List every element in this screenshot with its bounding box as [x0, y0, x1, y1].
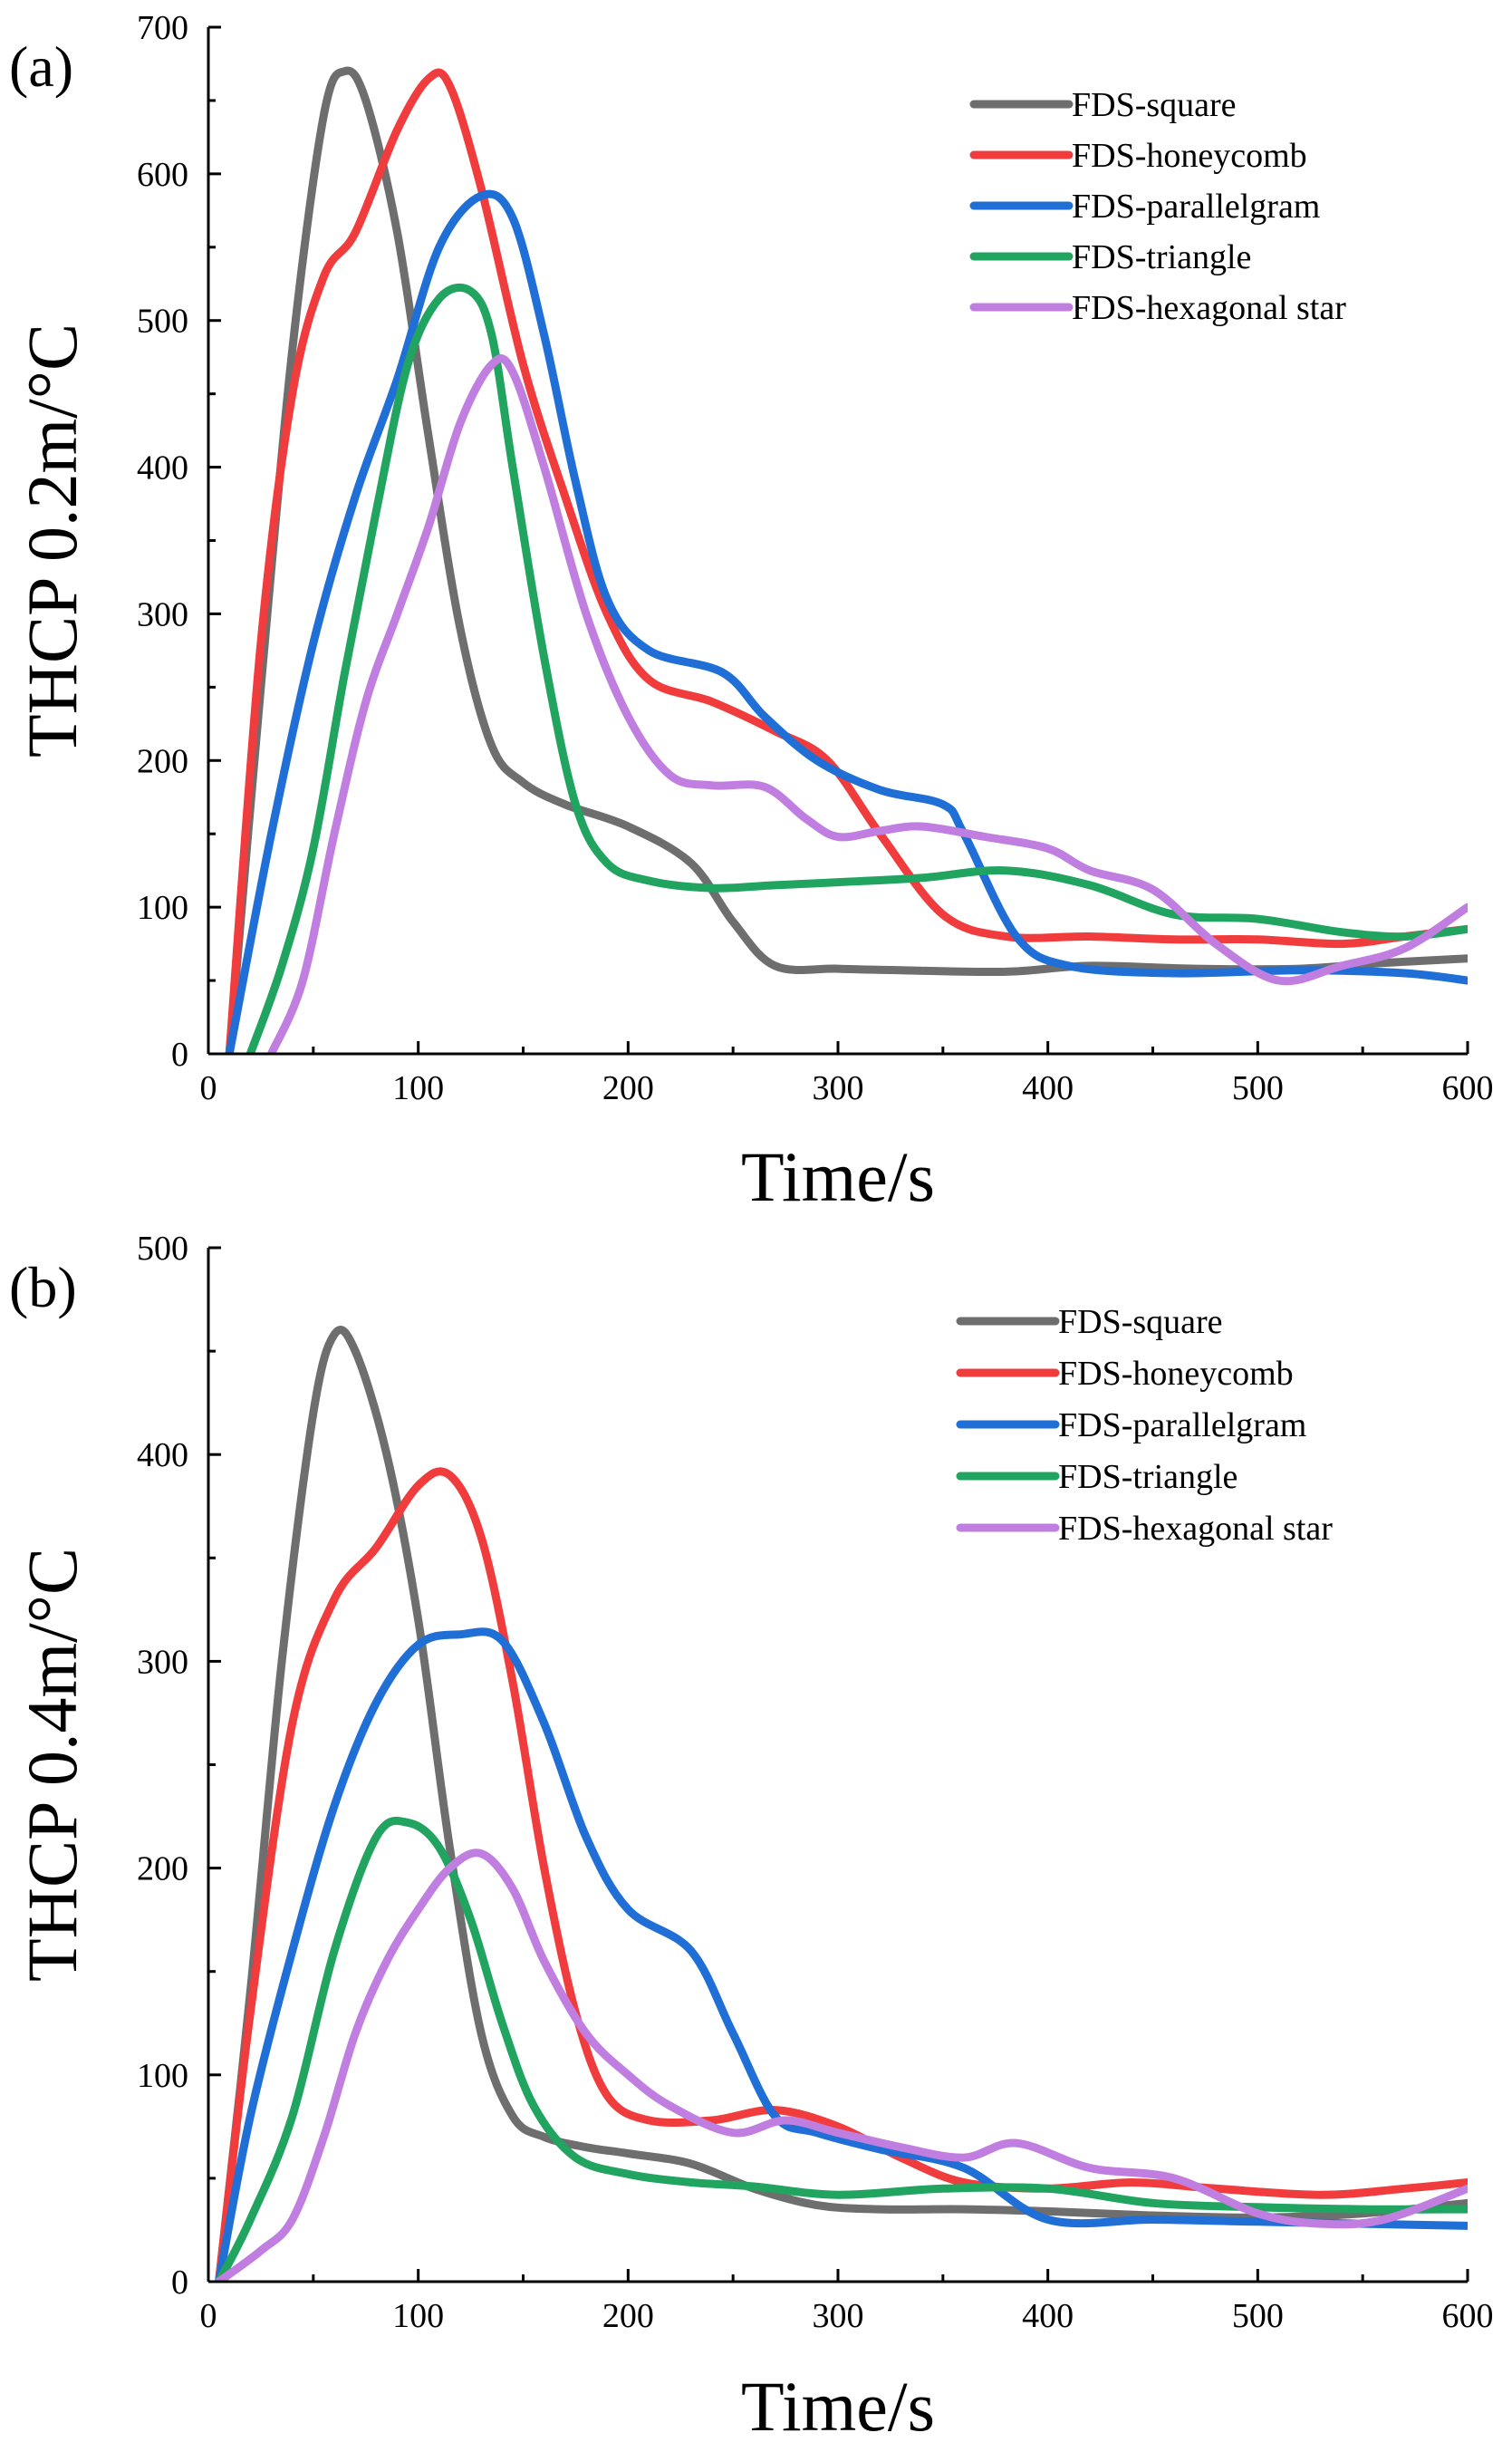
y-tick-label: 400	[137, 449, 188, 488]
y-tick-label: 300	[137, 1643, 188, 1681]
series-line-fds-triangle	[215, 1816, 1468, 2282]
y-tick-label: 100	[137, 889, 188, 927]
x-tick-label: 100	[392, 2297, 444, 2335]
y-tick-label: 500	[137, 1230, 188, 1268]
series-group	[225, 66, 1468, 1054]
series-line-fds-hexagonal-star	[215, 1849, 1468, 2282]
legend-label: FDS-square	[1072, 86, 1237, 124]
legend-label: FDS-parallelgram	[1072, 188, 1320, 226]
chart-panel-1: (b) 0 100 200 300 400 500 600 0 100 200 300 400 500 Ti…	[9, 1230, 1494, 2446]
y-tick-label: 100	[137, 2057, 188, 2095]
x-tick-label: 300	[813, 2297, 864, 2335]
x-axis-title: Time/s	[741, 1137, 935, 1216]
series-line-fds-honeycomb	[215, 1467, 1468, 2282]
series-line-fds-hexagonal-star	[267, 354, 1468, 1054]
y-tick-label: 400	[137, 1436, 188, 1474]
legend-label: FDS-triangle	[1058, 1458, 1238, 1496]
x-tick-label: 500	[1232, 2297, 1284, 2335]
chart-panel-0: (a) 0 100 200 300 400 500 600 0 100 200 300 400 500 60…	[9, 9, 1494, 1216]
x-tick-label: 300	[813, 1069, 864, 1107]
x-tick-label: 400	[1022, 1069, 1074, 1107]
legend-label: FDS-hexagonal star	[1058, 1510, 1333, 1548]
y-tick-label: 200	[137, 742, 188, 780]
y-tick-label: 0	[171, 2264, 188, 2302]
x-axis-title: Time/s	[741, 2367, 935, 2446]
series-line-fds-parallelgram	[225, 189, 1468, 1054]
legend: FDS-square FDS-honeycomb FDS-parallelgram F…	[969, 86, 1346, 327]
y-tick-label: 500	[137, 303, 188, 341]
x-tick-label: 500	[1232, 1069, 1284, 1107]
y-tick-label: 200	[137, 1850, 188, 1888]
y-tick-label: 700	[137, 9, 188, 47]
x-tick-label: 600	[1442, 1069, 1494, 1107]
panel-label: (a)	[9, 34, 73, 99]
series-line-fds-square	[215, 1326, 1468, 2282]
panel-label: (b)	[9, 1255, 77, 1319]
legend: FDS-square FDS-honeycomb FDS-parallelgram F…	[956, 1303, 1333, 1548]
y-tick-label: 300	[137, 595, 188, 633]
legend-label: FDS-square	[1058, 1303, 1223, 1341]
series-group	[215, 1326, 1468, 2282]
x-tick-label: 400	[1022, 2297, 1074, 2335]
y-axis-title: THCP 0.2m/°C	[13, 323, 91, 758]
series-line-fds-parallelgram	[215, 1627, 1468, 2282]
legend-label: FDS-honeycomb	[1072, 137, 1307, 175]
x-tick-label: 0	[200, 1069, 217, 1107]
legend-label: FDS-hexagonal star	[1072, 289, 1346, 327]
y-tick-label: 0	[171, 1036, 188, 1074]
series-line-fds-honeycomb	[225, 68, 1468, 1054]
x-tick-label: 200	[602, 2297, 654, 2335]
x-tick-label: 600	[1442, 2297, 1494, 2335]
y-axis-title: THCP 0.4m/°C	[13, 1548, 91, 1982]
x-tick-label: 200	[602, 1069, 654, 1107]
x-tick-label: 0	[200, 2297, 217, 2335]
legend-label: FDS-honeycomb	[1058, 1355, 1294, 1393]
series-line-fds-triangle	[246, 283, 1468, 1054]
x-tick-label: 100	[392, 1069, 444, 1107]
y-tick-label: 600	[137, 156, 188, 194]
legend-label: FDS-parallelgram	[1058, 1406, 1306, 1444]
legend-label: FDS-triangle	[1072, 238, 1251, 276]
